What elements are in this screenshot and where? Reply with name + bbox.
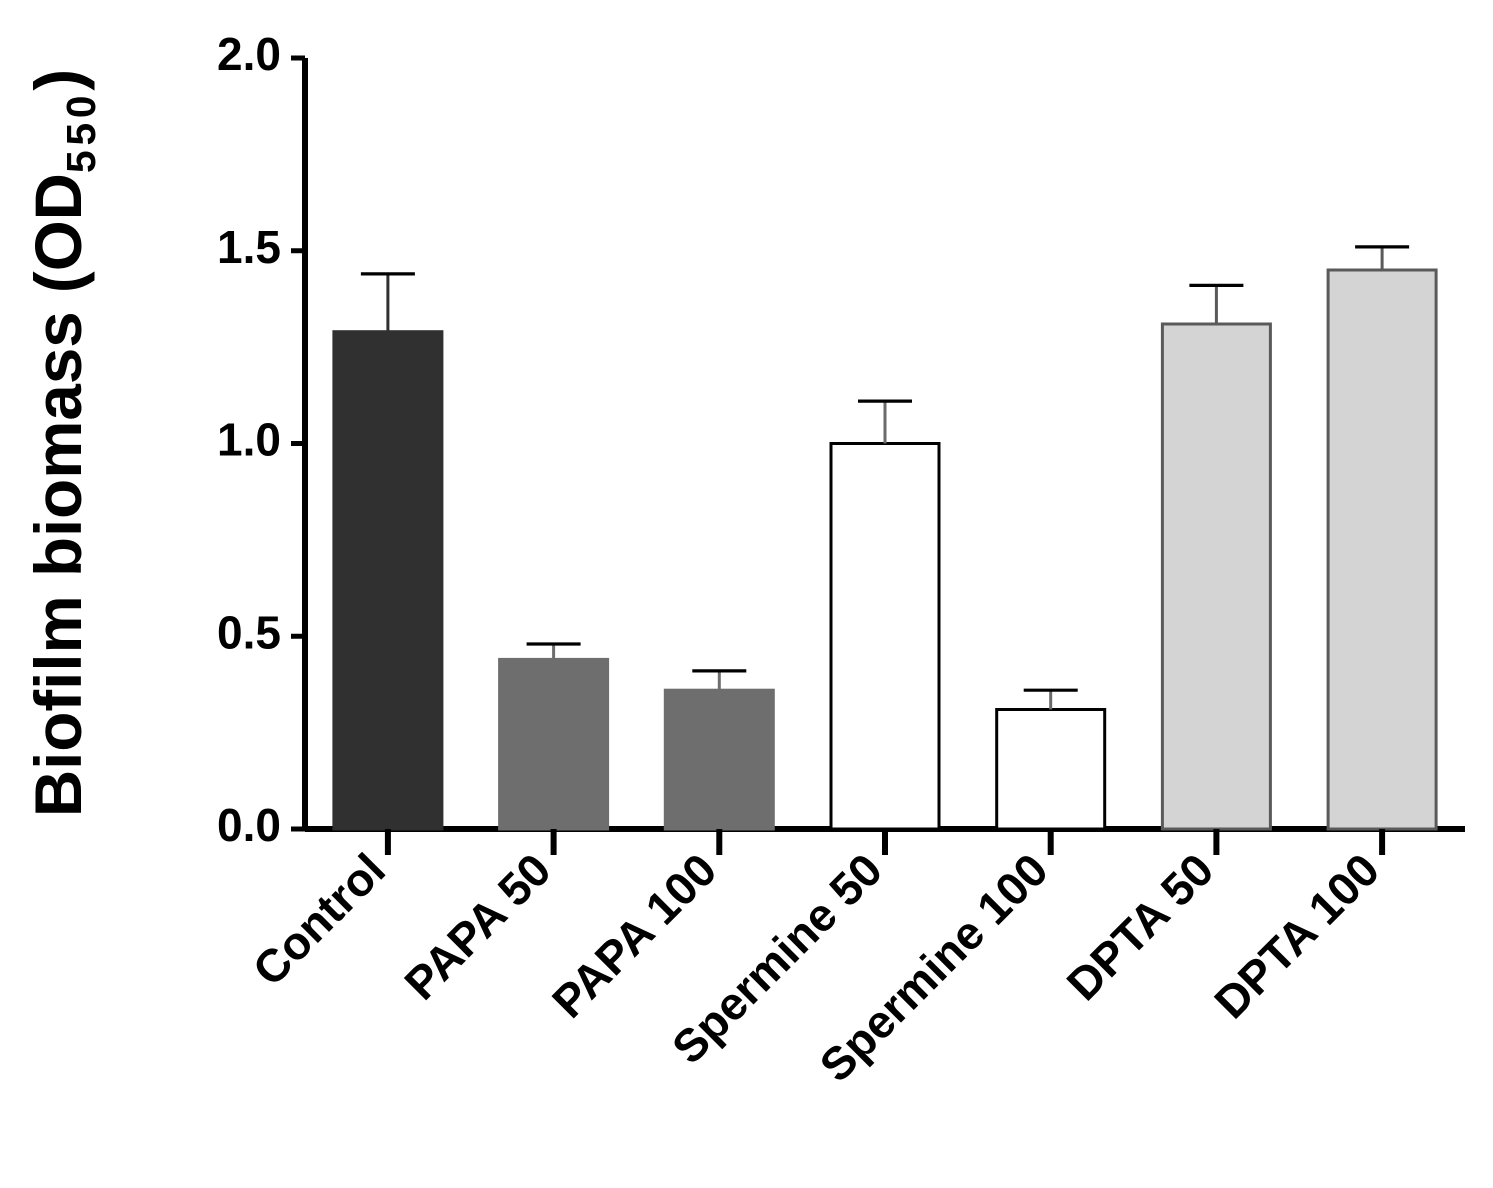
svg-text:1.0: 1.0 bbox=[217, 414, 281, 466]
svg-text:0.0: 0.0 bbox=[217, 799, 281, 851]
svg-text:0.5: 0.5 bbox=[217, 606, 281, 658]
svg-text:DPTA 50: DPTA 50 bbox=[1057, 843, 1224, 1010]
svg-text:DPTA 100: DPTA 100 bbox=[1204, 843, 1389, 1028]
svg-text:PAPA 50: PAPA 50 bbox=[394, 843, 560, 1009]
svg-text:2.0: 2.0 bbox=[217, 28, 281, 80]
svg-text:1.5: 1.5 bbox=[217, 221, 281, 273]
svg-text:Control: Control bbox=[243, 843, 395, 995]
